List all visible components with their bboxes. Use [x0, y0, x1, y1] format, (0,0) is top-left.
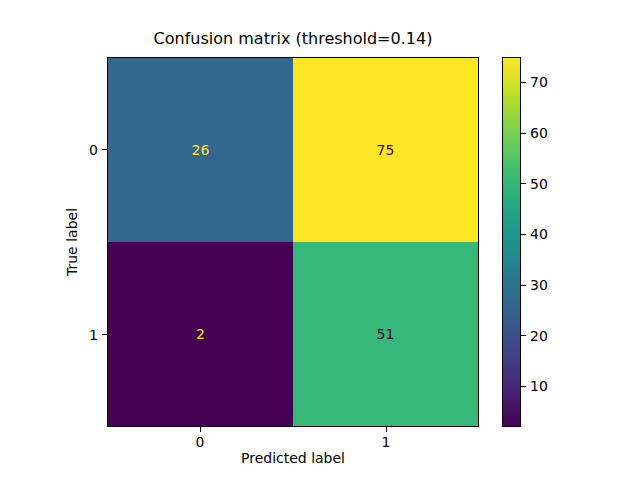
- x-tick-label: 0: [196, 434, 205, 450]
- matrix-cell-0-1: 75: [293, 58, 478, 242]
- colorbar-tick-mark: [521, 335, 526, 336]
- x-tick-mark: [386, 427, 387, 432]
- y-tick-label: 0: [89, 142, 98, 158]
- colorbar-tick-label: 60: [530, 125, 548, 141]
- colorbar: [502, 57, 521, 427]
- colorbar-tick-mark: [521, 82, 526, 83]
- matrix-cell-1-1: 51: [293, 242, 478, 426]
- colorbar-tick-mark: [521, 285, 526, 286]
- colorbar-tick-mark: [521, 183, 526, 184]
- y-tick-mark: [102, 149, 107, 150]
- matrix-cell-1-0: 2: [108, 242, 293, 426]
- matrix-cell-0-0: 26: [108, 58, 293, 242]
- y-axis-label: True label: [64, 208, 80, 276]
- colorbar-tick-mark: [521, 234, 526, 235]
- y-tick-mark: [102, 334, 107, 335]
- confusion-matrix-figure: Confusion matrix (threshold=0.14) True l…: [0, 0, 640, 480]
- x-tick-label: 1: [382, 434, 391, 450]
- x-tick-mark: [200, 427, 201, 432]
- colorbar-tick-mark: [521, 386, 526, 387]
- colorbar-tick-label: 20: [530, 328, 548, 344]
- chart-title: Confusion matrix (threshold=0.14): [107, 29, 479, 48]
- x-axis-label: Predicted label: [107, 450, 479, 466]
- colorbar-tick-label: 10: [530, 378, 548, 394]
- colorbar-tick-label: 50: [530, 176, 548, 192]
- colorbar-tick-mark: [521, 133, 526, 134]
- colorbar-tick-label: 40: [530, 226, 548, 242]
- colorbar-tick-label: 70: [530, 74, 548, 90]
- y-tick-label: 1: [89, 327, 98, 343]
- heatmap-plot-area: 2675251: [107, 57, 479, 427]
- colorbar-tick-label: 30: [530, 277, 548, 293]
